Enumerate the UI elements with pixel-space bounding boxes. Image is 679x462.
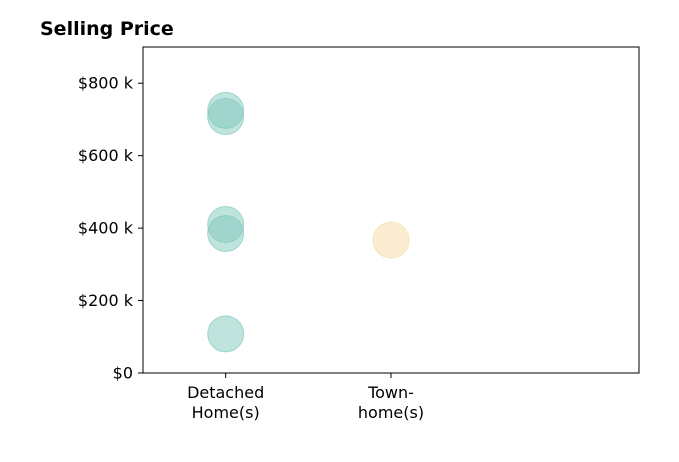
y-tick-label: $400 k	[78, 219, 134, 238]
chart-title: Selling Price	[40, 18, 174, 40]
data-point-0-4	[207, 315, 245, 353]
y-tick-label: $600 k	[78, 146, 134, 165]
data-point-0-1	[207, 98, 245, 136]
y-tick-label: $200 k	[78, 291, 134, 310]
x-tick-label: Home(s)	[192, 403, 260, 422]
data-point-1-0	[372, 221, 410, 259]
y-tick-label: $0	[113, 364, 133, 383]
x-tick-label: Town-	[367, 383, 414, 402]
x-tick-label: home(s)	[358, 403, 424, 422]
x-tick-label: Detached	[187, 383, 264, 402]
data-point-0-3	[207, 215, 245, 253]
y-tick-label: $800 k	[78, 74, 134, 93]
plot-area: $0 $200 k $400 k $600 k $800 k DetachedHome(s…	[78, 46, 640, 422]
